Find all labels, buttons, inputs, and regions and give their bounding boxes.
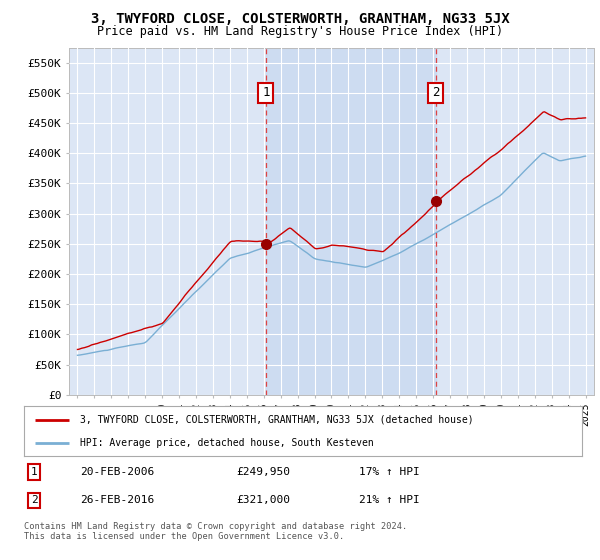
Text: 17% ↑ HPI: 17% ↑ HPI: [359, 467, 419, 477]
Text: 1: 1: [31, 467, 37, 477]
Text: Price paid vs. HM Land Registry's House Price Index (HPI): Price paid vs. HM Land Registry's House …: [97, 25, 503, 38]
Text: 1: 1: [262, 86, 270, 99]
Text: 3, TWYFORD CLOSE, COLSTERWORTH, GRANTHAM, NG33 5JX: 3, TWYFORD CLOSE, COLSTERWORTH, GRANTHAM…: [91, 12, 509, 26]
Text: 21% ↑ HPI: 21% ↑ HPI: [359, 496, 419, 505]
Text: 2: 2: [432, 86, 439, 99]
Text: 2: 2: [31, 496, 37, 505]
Text: £249,950: £249,950: [236, 467, 290, 477]
Bar: [266, 48, 436, 395]
Text: 3, TWYFORD CLOSE, COLSTERWORTH, GRANTHAM, NG33 5JX (detached house): 3, TWYFORD CLOSE, COLSTERWORTH, GRANTHAM…: [80, 414, 473, 424]
Text: £321,000: £321,000: [236, 496, 290, 505]
Text: HPI: Average price, detached house, South Kesteven: HPI: Average price, detached house, Sout…: [80, 438, 374, 448]
Text: Contains HM Land Registry data © Crown copyright and database right 2024.
This d: Contains HM Land Registry data © Crown c…: [24, 522, 407, 542]
Text: 20-FEB-2006: 20-FEB-2006: [80, 467, 154, 477]
Text: 26-FEB-2016: 26-FEB-2016: [80, 496, 154, 505]
